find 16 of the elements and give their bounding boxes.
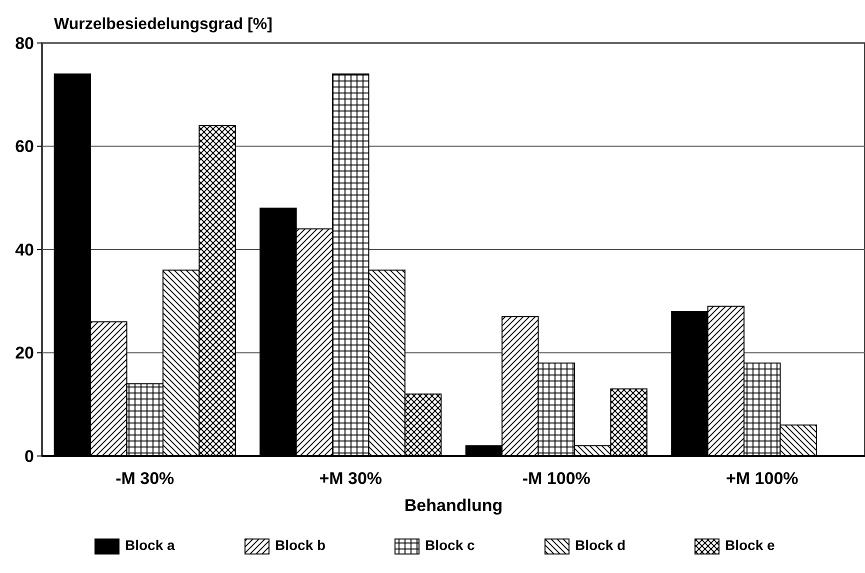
legend-label: Block b <box>275 537 326 553</box>
x-tick-label: -M 30% <box>116 469 174 488</box>
y-tick-label: 60 <box>15 137 34 156</box>
legend-label: Block d <box>575 537 626 553</box>
legend-label: Block e <box>725 537 776 553</box>
x-tick-label: +M 30% <box>319 469 382 488</box>
x-tick-label: -M 100% <box>522 469 590 488</box>
x-tick-label: +M 100% <box>726 469 798 488</box>
legend-label: Block c <box>425 537 476 553</box>
y-tick-label: 80 <box>15 34 34 53</box>
y-axis-title: Wurzelbesiedelungsgrad [%] <box>54 16 272 33</box>
x-axis-title: Behandlung <box>404 496 503 515</box>
y-tick-label: 20 <box>15 344 34 363</box>
y-tick-label: 0 <box>24 446 34 466</box>
legend-label: Block a <box>125 537 176 553</box>
y-tick-label: 40 <box>15 240 34 260</box>
